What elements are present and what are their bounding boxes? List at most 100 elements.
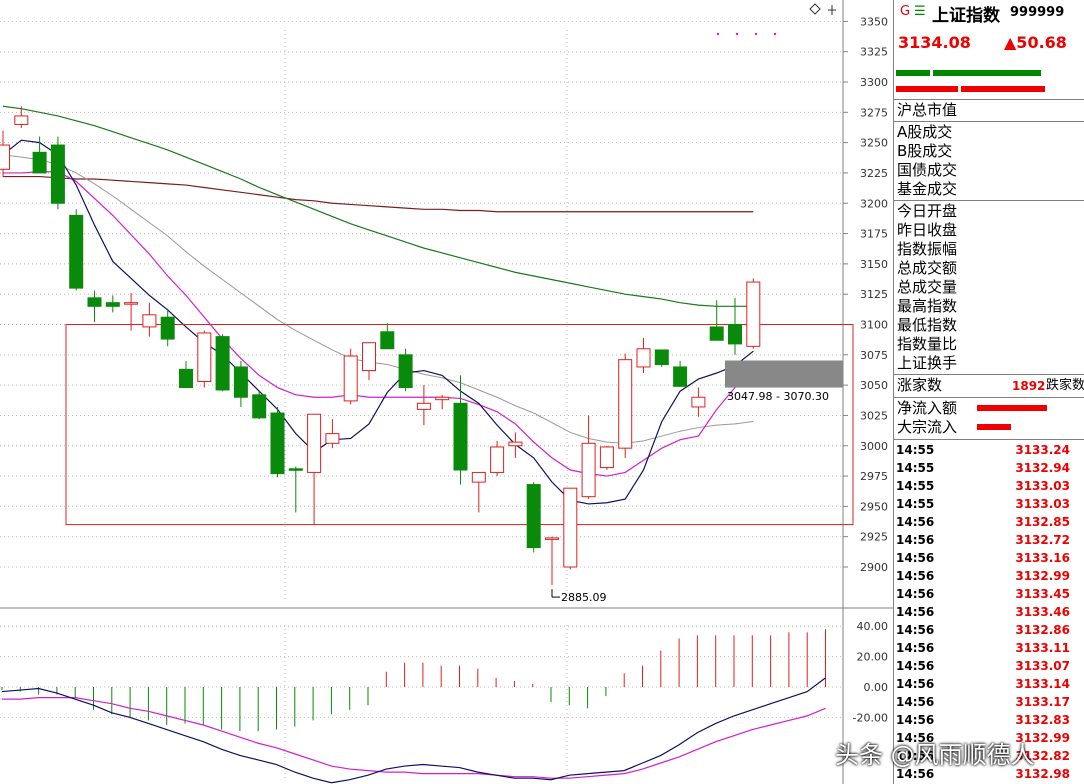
- candle: [69, 209, 84, 291]
- y-tick-label: 3075: [860, 349, 888, 362]
- turnover-amount-label: 总成交额: [897, 259, 958, 277]
- red-bar-1: [896, 86, 958, 92]
- tick-row: 14:56 3132.72: [894, 531, 1084, 549]
- candle-body: [728, 324, 742, 345]
- tick-row: 14:56 3133.14: [894, 675, 1084, 693]
- candle: [50, 136, 65, 210]
- tick-time: 14:55: [896, 479, 935, 493]
- candle: [471, 471, 486, 513]
- up-count-value: 1892: [1012, 379, 1046, 393]
- candle-body: [288, 468, 303, 471]
- tick-time: 14:56: [896, 605, 935, 619]
- y-tick-label: 3225: [860, 167, 888, 180]
- tick-value: 3132.86: [1015, 623, 1070, 637]
- candle: [728, 297, 742, 355]
- amplitude-label: 指数振幅: [897, 240, 958, 258]
- green-bar-2: [933, 70, 1041, 76]
- candle-body: [453, 402, 468, 471]
- index-name: 上证指数: [932, 6, 1000, 26]
- open-label: 今日开盘: [897, 202, 958, 220]
- candle-body: [142, 314, 157, 328]
- candle: [142, 302, 157, 337]
- tick-row: 14:56 3133.07: [894, 657, 1084, 675]
- y-tick-label: 2900: [860, 561, 888, 574]
- range-annotation: 3047.98 - 3070.30: [727, 390, 829, 403]
- candle-body: [343, 355, 358, 402]
- tick-row: 14:56 3132.86: [894, 621, 1084, 639]
- marker-dot: [773, 32, 777, 36]
- tick-row: 14:56 3133.16: [894, 549, 1084, 567]
- volume-ratio-label: 指数量比: [897, 335, 958, 353]
- y-tick-label: 3350: [860, 15, 888, 28]
- moving-averages: [2, 105, 754, 505]
- candle: [398, 348, 413, 392]
- turnover-rate-label: 上证换手: [897, 354, 958, 372]
- price-axis: 2900 2925 2950 2975 3000 3025 3050 3075 3100 3125…: [843, 15, 888, 574]
- tick-row: 14:56 3132.99: [894, 729, 1084, 747]
- y-tick-label: 3250: [860, 137, 888, 150]
- candle: [380, 323, 395, 350]
- y-tick-label: 2950: [860, 500, 888, 513]
- tick-row: 14:56 3132.98: [894, 765, 1084, 783]
- candle-body: [0, 144, 10, 170]
- candle: [599, 445, 614, 470]
- candle: [215, 334, 230, 392]
- candle: [307, 413, 322, 525]
- bond-label: 国债成交: [897, 161, 958, 179]
- tick-time: 14:56: [896, 659, 935, 673]
- tick-row: 14:56 3132.85: [894, 513, 1084, 531]
- quote-header: G ☰ 上证指数 999999 3134.08 ▲50.68: [894, 0, 1084, 100]
- net-inflow-bar: [977, 405, 1047, 411]
- menu-icon[interactable]: ☰: [914, 4, 926, 19]
- y-tick-label: 2925: [860, 531, 888, 544]
- candle-body: [215, 336, 230, 391]
- candle-body: [380, 331, 395, 350]
- macd-dif-line: [1, 677, 826, 784]
- y-tick-label: 3125: [860, 288, 888, 301]
- candle: [179, 360, 193, 389]
- candle-body: [179, 368, 193, 389]
- tick-time: 14:56: [896, 731, 935, 745]
- tick-value: 3132.82: [1015, 749, 1070, 763]
- macd-tick-label: 40.00: [857, 620, 889, 633]
- turnover-volume-label: 总成交量: [897, 278, 958, 296]
- tick-row: 14:55 3133.03: [894, 495, 1084, 513]
- candle: [453, 375, 468, 485]
- marker-dot: [735, 32, 739, 36]
- candle: [526, 482, 541, 553]
- ma-navy-line: [2, 139, 754, 505]
- tick-value: 3133.03: [1015, 497, 1070, 511]
- ma-green-line: [2, 105, 754, 307]
- tick-value: 3133.14: [1015, 677, 1070, 691]
- candle: [270, 406, 285, 478]
- y-tick-label: 3050: [860, 379, 888, 392]
- y-tick-label: 3275: [860, 106, 888, 119]
- tick-value: 3132.85: [1015, 515, 1070, 529]
- tick-row: 14:56 3133.11: [894, 639, 1084, 657]
- tick-row: 14:56 3132.83: [894, 711, 1084, 729]
- down-count-label: 跌家数: [1046, 378, 1084, 393]
- tick-row: 14:56 3132.82: [894, 747, 1084, 765]
- b-share-label: B股成交: [897, 142, 953, 160]
- candle: [673, 360, 688, 387]
- candle: [709, 300, 724, 341]
- candle-body: [270, 412, 285, 475]
- tick-time: 14:56: [896, 569, 935, 583]
- tick-time: 14:56: [896, 749, 935, 763]
- y-tick-label: 3000: [860, 440, 888, 453]
- g-icon[interactable]: G: [900, 4, 911, 19]
- tick-time: 14:56: [896, 587, 935, 601]
- candle-body: [563, 487, 578, 568]
- consolidation-box-rect: [65, 324, 854, 526]
- tick-value: 3133.24: [1015, 443, 1070, 457]
- ma-magenta-line: [3, 171, 754, 477]
- candle-body: [398, 354, 413, 389]
- net-inflow-label: 净流入额: [897, 399, 958, 417]
- tick-row: 14:56 3133.45: [894, 585, 1084, 603]
- tick-value: 3132.83: [1015, 713, 1070, 727]
- macd-tick-label: 0.00: [864, 681, 889, 694]
- candle: [124, 292, 139, 331]
- block-inflow-bar: [977, 424, 1011, 430]
- candle: [87, 290, 102, 323]
- chart-canvas: 2900 2925 2950 2975 3000 3025 3050 3075 3100 3125…: [0, 0, 893, 784]
